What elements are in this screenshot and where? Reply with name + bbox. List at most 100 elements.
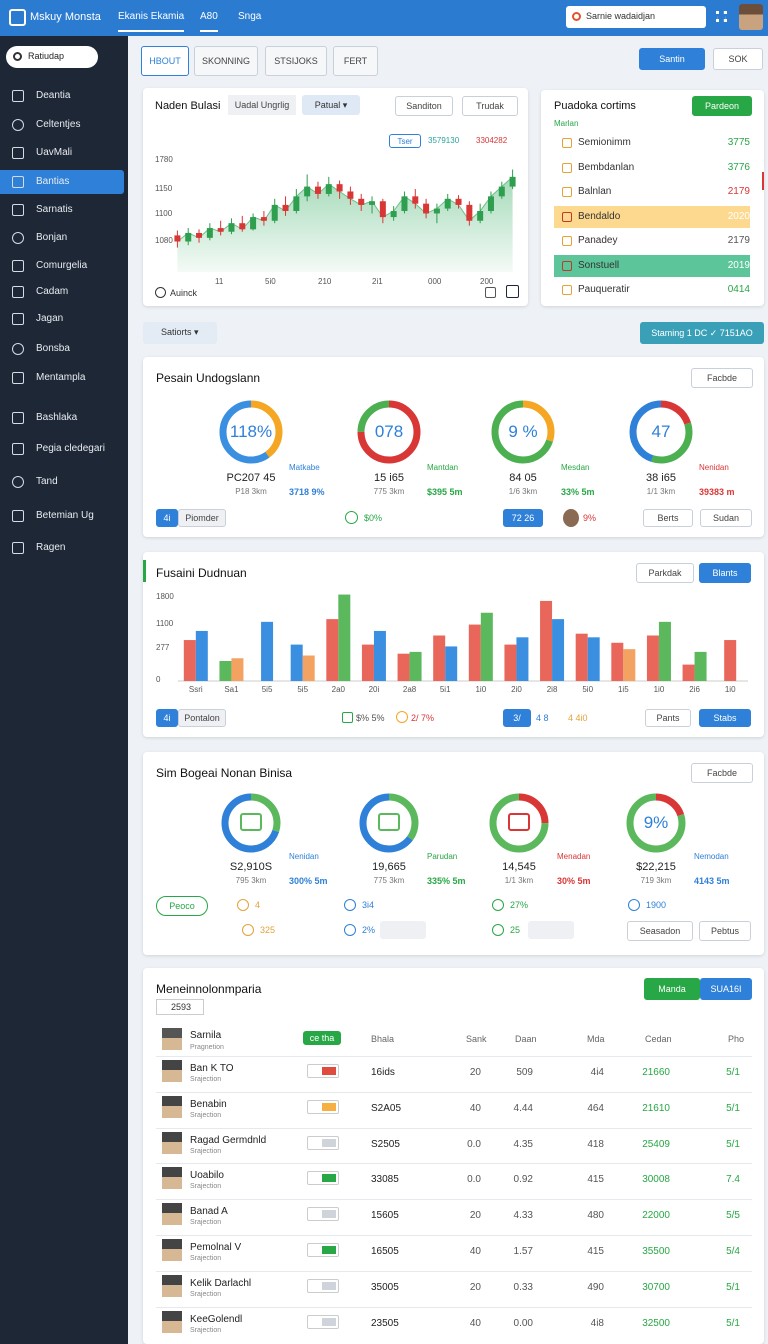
menu-item[interactable]: Sarnatis [36,204,73,215]
cell: 5/1 [726,1138,740,1150]
button[interactable]: Tser [389,134,421,148]
row-name: Benabin [190,1098,227,1110]
y-label: 1080 [155,236,173,245]
menu-item[interactable]: Comurgelia [36,260,88,271]
button[interactable]: 3/ [503,709,531,727]
button[interactable]: Trudak [462,96,518,116]
row-label: Bendaldo [578,210,621,222]
gauge-center: 47 [651,422,671,441]
filter[interactable]: Satiorts ▾ [143,322,217,344]
count-chip: 2593 [156,999,204,1015]
search-box[interactable]: Sarnie wadaidjan [566,6,706,28]
cell: 490 [587,1281,604,1293]
card-title: Naden Bulasi [155,100,221,112]
button[interactable]: 4i [156,509,178,527]
cell: S2A05 [371,1102,402,1114]
menu-item[interactable]: Celtentjes [36,119,81,130]
row-sub: Srajection [190,1183,222,1191]
avatar [162,1095,182,1118]
sidebar-search[interactable]: Ratiudap [6,46,98,68]
side-label: Mesdan [561,463,590,472]
icon [344,899,356,911]
menu-item[interactable]: Cadam [36,286,69,297]
status-fill [322,1317,336,1326]
icon [12,372,24,384]
menu-item[interactable]: Bonjan [36,232,68,243]
dropdown[interactable]: Patual ▾ [302,95,360,115]
row-name: Uoabilo [190,1170,224,1182]
footer-item: $0% [364,513,383,523]
button[interactable]: SKONNING [194,46,258,76]
button[interactable]: Pontalon [178,709,226,727]
menu-item[interactable]: Ragen [36,542,66,553]
card-title: Meneinnolonmparia [156,982,262,996]
row-sep [156,1163,752,1165]
button[interactable]: Blants [699,563,751,583]
tab[interactable]: Uadal Ungrlig [228,95,296,115]
menu-item[interactable]: Deantia [36,90,71,101]
cell: 4.35 [513,1138,533,1150]
status-chip [307,1207,339,1222]
button[interactable]: Sudan [700,509,752,527]
button[interactable]: SUA16I [700,978,752,1000]
side-value: 300% 5m [289,876,328,886]
side-label: Nemodan [694,852,729,861]
button[interactable]: Sanditon [395,96,453,116]
status-fill [322,1281,336,1290]
cell: 20 [469,1067,481,1078]
button[interactable]: Pardeon [692,96,752,116]
button[interactable]: Pants [645,709,691,727]
cell: 5/1 [726,1067,740,1078]
icon [12,313,24,325]
menu-item[interactable]: Mentampla [36,372,86,383]
cell: 4.44 [513,1102,533,1114]
button[interactable]: FERT [333,46,378,76]
menu-item[interactable]: Bantias [36,176,70,187]
row-sep [156,1306,752,1308]
cell: 0.0 [467,1138,481,1150]
y-label: 1800 [156,592,174,601]
button[interactable]: Berts [643,509,693,527]
button[interactable]: 4i [156,709,178,727]
cell: 22000 [642,1210,670,1222]
footer-item: 4 8 [536,713,549,723]
button[interactable]: ce tha [303,1031,341,1045]
button[interactable]: Stabs [699,709,751,727]
nav-item[interactable]: Snga [238,11,262,22]
button[interactable]: Facbde [691,763,753,783]
menu-item[interactable]: Tand [36,476,58,487]
y-label: 1100 [156,619,174,628]
footer-item: 325 [260,925,276,935]
menu-item[interactable]: Bashlaka [36,412,78,423]
button[interactable]: Seasadon [627,921,693,941]
icon [12,542,24,554]
button[interactable]: 72 26 [503,509,543,527]
nav-item[interactable]: Ekanis Ekamia [118,11,185,32]
menu-item[interactable]: UavMali [36,147,73,158]
button[interactable]: Parkdak [636,563,694,583]
button[interactable]: Pebtus [699,921,751,941]
menu-item[interactable]: Jagan [36,313,64,324]
icon [12,204,24,216]
button[interactable]: Santin [639,48,705,70]
status-chip [307,1064,339,1078]
menu-item[interactable]: Bonsba [36,343,70,354]
button[interactable]: Facbde [691,368,753,388]
nav-item[interactable]: A80 [200,11,218,32]
button[interactable]: STSIJOKS [265,46,327,76]
button[interactable]: Piomder [178,509,226,527]
button[interactable]: Manda [644,978,700,1000]
cell: 23505 [371,1317,399,1329]
menu-item[interactable]: Pegia cledegari [36,443,105,454]
gauge-value: $22,215 [636,861,676,873]
menu-item[interactable]: Betemian Ug [36,510,94,521]
button[interactable]: Staming 1 DC ✓ 7151AO [640,322,764,344]
search-text: Sarnie wadaidjan [586,11,656,21]
button[interactable]: HBOUT [141,46,189,76]
button[interactable]: SOK [713,48,763,70]
icon [562,211,572,222]
row-sep [156,1091,752,1093]
button[interactable]: Peoco [156,896,208,916]
avatar [162,1310,182,1333]
icon [237,899,249,911]
